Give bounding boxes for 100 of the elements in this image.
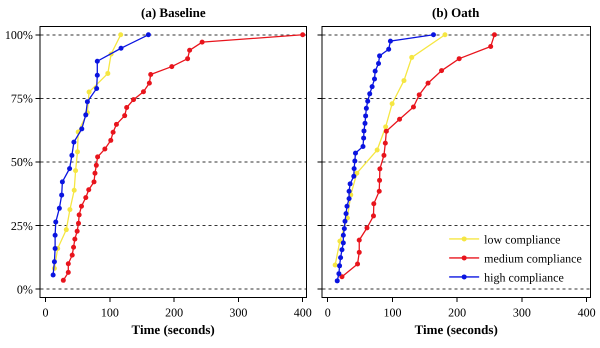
point <box>386 46 392 52</box>
point <box>339 247 344 252</box>
point <box>73 168 78 174</box>
point <box>352 166 357 172</box>
point <box>456 56 462 62</box>
point <box>122 113 128 118</box>
point <box>108 138 114 143</box>
point <box>66 261 71 266</box>
point <box>336 271 342 276</box>
point <box>92 179 97 184</box>
point <box>370 213 376 218</box>
point <box>372 68 378 74</box>
point <box>356 238 362 243</box>
point <box>342 226 347 232</box>
point <box>442 32 448 38</box>
point <box>74 228 80 234</box>
point <box>374 148 380 153</box>
point <box>78 204 84 209</box>
point <box>94 72 100 78</box>
point <box>388 38 393 44</box>
point <box>146 32 151 38</box>
point <box>340 232 346 238</box>
point <box>430 32 436 38</box>
point <box>377 166 382 172</box>
point <box>124 105 130 110</box>
point <box>118 46 124 51</box>
point <box>72 188 77 193</box>
point <box>76 212 82 218</box>
x-tick-label: 400 <box>294 305 312 320</box>
point <box>60 179 65 184</box>
point <box>84 99 90 104</box>
point <box>492 32 497 38</box>
chart-title: (b) Oath <box>432 5 480 20</box>
point <box>148 72 154 77</box>
point <box>348 181 353 186</box>
point <box>364 225 370 230</box>
point <box>52 246 58 251</box>
point <box>381 152 386 158</box>
point <box>50 272 56 278</box>
x-axis-title: Time (seconds) <box>132 322 215 337</box>
point <box>340 240 346 246</box>
point <box>377 53 382 58</box>
x-tick-label: 100 <box>100 305 119 320</box>
point <box>67 207 72 212</box>
x-tick-label: 300 <box>229 305 248 320</box>
point <box>409 54 414 60</box>
point <box>71 140 76 145</box>
point <box>110 130 116 135</box>
point <box>410 104 416 110</box>
point <box>74 149 80 154</box>
point <box>83 195 88 200</box>
x-tick-label: 200 <box>448 305 466 320</box>
point <box>356 250 362 255</box>
point <box>342 218 348 224</box>
point <box>69 152 74 158</box>
point <box>140 89 146 94</box>
point <box>105 70 110 76</box>
point <box>384 128 389 134</box>
point <box>339 274 344 280</box>
point <box>169 64 174 70</box>
point <box>94 58 100 64</box>
point <box>52 259 57 264</box>
point <box>365 98 370 104</box>
point <box>67 166 72 172</box>
legend-label: high compliance <box>484 270 564 285</box>
point <box>86 187 92 192</box>
point <box>114 122 119 127</box>
point <box>146 80 152 86</box>
point <box>59 192 64 198</box>
point <box>131 97 136 102</box>
point <box>337 263 342 268</box>
point <box>352 158 358 164</box>
y-tick-label: 100% <box>4 28 33 42</box>
point <box>426 80 431 86</box>
point <box>92 170 98 176</box>
x-tick-label: 400 <box>578 305 596 320</box>
point <box>377 178 382 183</box>
x-tick-label: 300 <box>512 305 531 320</box>
point <box>187 48 192 53</box>
point <box>94 162 99 168</box>
x-axis-title: Time (seconds) <box>414 322 498 337</box>
x-tick-label: 0 <box>324 305 331 320</box>
point <box>102 146 108 152</box>
point <box>383 124 388 130</box>
point <box>66 270 71 275</box>
point <box>371 201 376 206</box>
y-tick-label: 25% <box>10 218 33 233</box>
point <box>439 68 444 74</box>
point <box>376 188 382 194</box>
point <box>367 91 372 96</box>
point <box>397 116 402 122</box>
point <box>300 32 306 38</box>
point <box>401 78 406 84</box>
point <box>334 278 340 284</box>
point <box>52 232 58 238</box>
point <box>56 206 62 211</box>
point <box>76 220 82 226</box>
point <box>346 196 352 202</box>
point <box>72 236 78 242</box>
point <box>79 126 84 132</box>
